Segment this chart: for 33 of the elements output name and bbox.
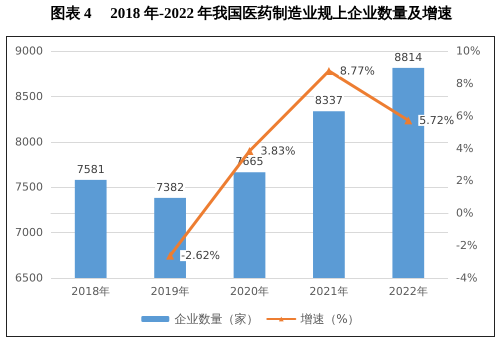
legend-label: 企业数量（家） bbox=[174, 312, 258, 326]
data-label: 5.72% bbox=[419, 114, 454, 127]
point bbox=[246, 147, 254, 156]
data-label: 8.77% bbox=[340, 64, 375, 78]
y-tick-label: 9000 bbox=[15, 44, 43, 58]
y2-tick-label: 10% bbox=[456, 44, 480, 58]
y2-tick-label: 0% bbox=[456, 206, 474, 220]
y-tick-label: 8000 bbox=[15, 135, 43, 148]
point bbox=[404, 116, 412, 124]
y2-tick-label: 4% bbox=[456, 142, 474, 155]
y2-tick-label: 6% bbox=[456, 109, 474, 122]
data-label: 7382 bbox=[156, 180, 184, 194]
x-tick-label: 2022年 bbox=[388, 285, 428, 298]
y-tick-label: 6500 bbox=[15, 272, 43, 284]
y2-tick-label: 2% bbox=[456, 174, 474, 188]
x-tick-label: 2020年 bbox=[230, 285, 269, 298]
point bbox=[166, 252, 174, 260]
data-label: -2.62% bbox=[181, 249, 220, 262]
data-label: 3.83% bbox=[260, 144, 296, 158]
x-tick-label: 2018年 bbox=[71, 285, 110, 298]
y2-tick-label: -2% bbox=[456, 239, 478, 252]
data-label: 8814 bbox=[394, 50, 422, 64]
y-tick-label: 8500 bbox=[15, 90, 43, 103]
x-tick-label: 2021年 bbox=[309, 285, 348, 298]
y-tick-label: 7500 bbox=[15, 180, 43, 194]
y2-tick-label: 8% bbox=[456, 76, 474, 90]
data-label: 8337 bbox=[314, 94, 343, 108]
chart-title: 图表 4 2018 年-2022 年我国医药制造业规上企业数量及增速 bbox=[49, 4, 454, 23]
x-tick-label: 2019年 bbox=[150, 285, 190, 298]
legend-label: 增速（%） bbox=[299, 312, 360, 326]
y-tick-label: 7000 bbox=[15, 226, 43, 240]
y2-tick-label: -4% bbox=[456, 272, 478, 284]
data-label: 7581 bbox=[76, 162, 105, 176]
